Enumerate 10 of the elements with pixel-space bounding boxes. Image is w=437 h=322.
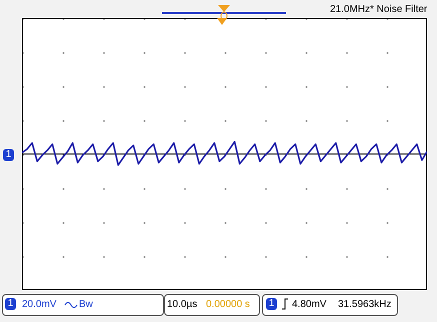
text: 4.80mV (292, 298, 326, 311)
text: 1 (266, 298, 277, 310)
text: 20.0mV (22, 298, 56, 311)
text: 0.00000 s (206, 298, 250, 311)
text: 10.0µs (167, 298, 198, 311)
text: 21.0MHz* Noise Filter (330, 3, 428, 16)
text: 1 (5, 298, 16, 310)
text: Bw (79, 298, 93, 311)
text: 1 (3, 149, 14, 161)
text: 31.5963kHz (338, 298, 392, 311)
